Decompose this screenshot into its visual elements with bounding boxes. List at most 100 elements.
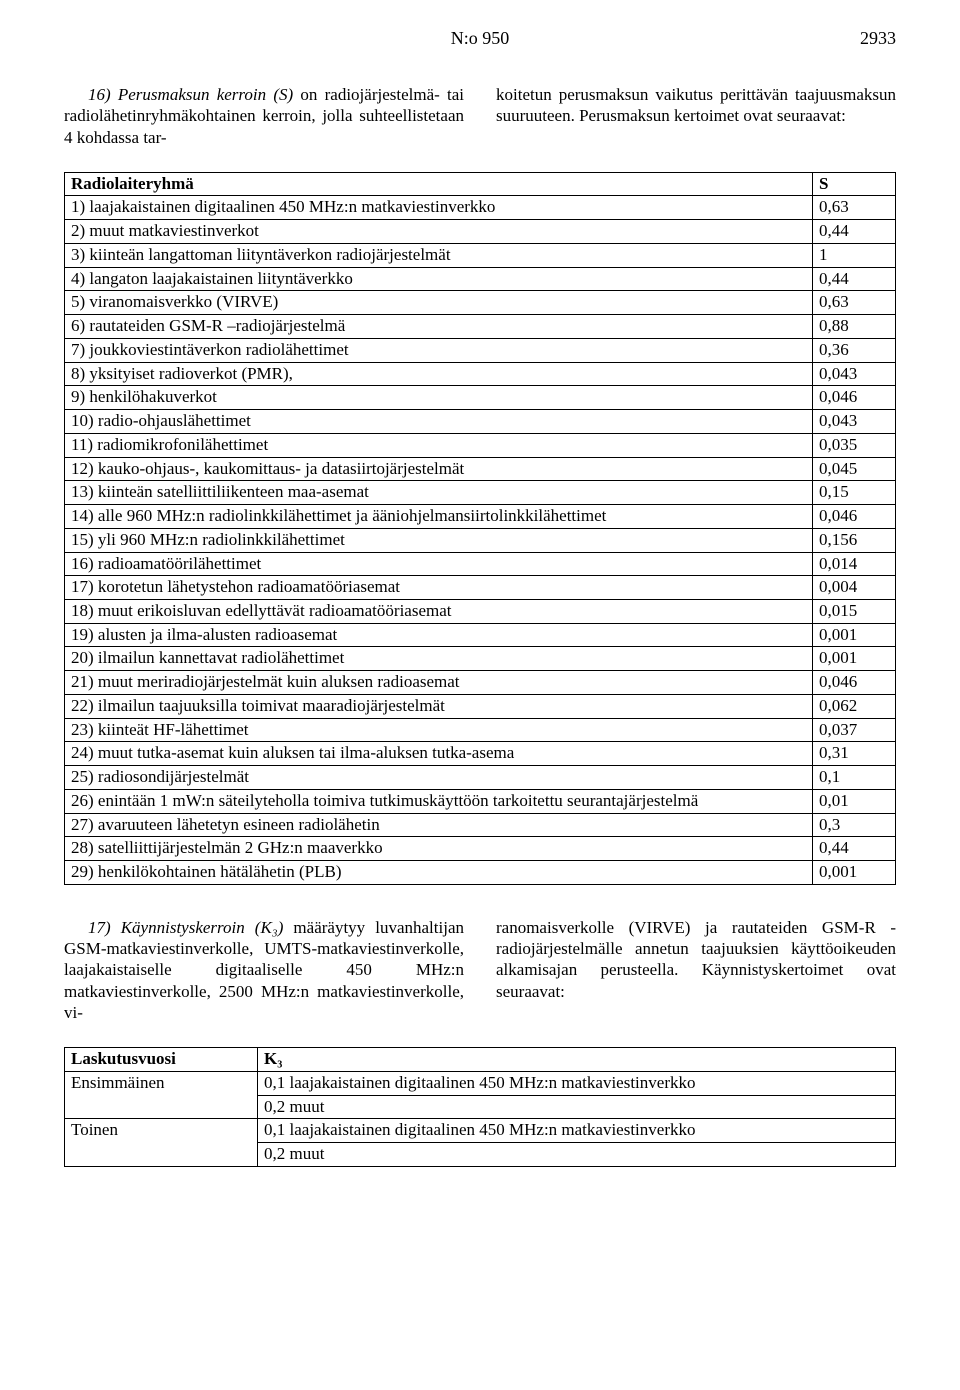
row-value: 0,062 (813, 694, 896, 718)
row-value: 0,046 (813, 671, 896, 695)
table-row: 14) alle 960 MHz:n radiolinkkilähettimet… (65, 505, 896, 529)
table-row: 9) henkilöhakuverkot0,046 (65, 386, 896, 410)
document-page: N:o 950 2933 16) Perusmaksun kerroin (S)… (0, 0, 960, 1390)
row-value: 0,035 (813, 433, 896, 457)
row-label: 6) rautateiden GSM-R –radiojärjestelmä (65, 315, 813, 339)
row-label: 15) yli 960 MHz:n radiolinkkilähettimet (65, 528, 813, 552)
table-header-left: Laskutusvuosi (65, 1048, 258, 1072)
table-row: 11) radiomikrofonilähettimet0,035 (65, 433, 896, 457)
mid-left: 17) Käynnistyskerroin (K₃) määräytyy luv… (64, 917, 464, 1023)
row-label: 14) alle 960 MHz:n radiolinkkilähettimet… (65, 505, 813, 529)
table-row: 22) ilmailun taajuuksilla toimivat maara… (65, 694, 896, 718)
row-label: 8) yksityiset radioverkot (PMR), (65, 362, 813, 386)
row-label: 25) radiosondijärjestelmät (65, 766, 813, 790)
table-row: 28) satelliittijärjestelmän 2 GHz:n maav… (65, 837, 896, 861)
row-right-line: 0,2 muut (258, 1142, 896, 1166)
row-left: Ensimmäinen (65, 1071, 258, 1118)
row-label: 4) langaton laajakaistainen liityntäverk… (65, 267, 813, 291)
table-row: Toinen0,1 laajakaistainen digitaalinen 4… (65, 1119, 896, 1143)
row-right-line: 0,2 muut (258, 1095, 896, 1119)
mid-columns: 17) Käynnistyskerroin (K₃) määräytyy luv… (64, 917, 896, 1023)
table-row: 7) joukkoviestintäverkon radiolähettimet… (65, 338, 896, 362)
row-value: 0,001 (813, 861, 896, 885)
table-row: 17) korotetun lähetystehon radioamatööri… (65, 576, 896, 600)
row-value: 0,15 (813, 481, 896, 505)
row-value: 0,63 (813, 291, 896, 315)
row-right-line: 0,1 laajakaistainen digitaalinen 450 MHz… (258, 1119, 896, 1143)
row-value: 0,014 (813, 552, 896, 576)
row-value: 0,037 (813, 718, 896, 742)
row-value: 0,004 (813, 576, 896, 600)
row-label: 12) kauko-ohjaus-, kaukomittaus- ja data… (65, 457, 813, 481)
mid-lead-italic: 17) Käynnistyskerroin (K₃) (88, 918, 283, 937)
row-label: 9) henkilöhakuverkot (65, 386, 813, 410)
row-value: 0,36 (813, 338, 896, 362)
row-label: 23) kiinteät HF-lähettimet (65, 718, 813, 742)
table-row: 13) kiinteän satelliittiliikenteen maa-a… (65, 481, 896, 505)
row-value: 0,001 (813, 623, 896, 647)
table-row: 4) langaton laajakaistainen liityntäverk… (65, 267, 896, 291)
document-number: N:o 950 (451, 28, 510, 49)
row-value: 0,156 (813, 528, 896, 552)
table-row: 29) henkilökohtainen hätälähetin (PLB)0,… (65, 861, 896, 885)
intro-columns: 16) Perusmaksun kerroin (S) on radiojärj… (64, 84, 896, 148)
row-label: 27) avaruuteen lähetetyn esineen radiolä… (65, 813, 813, 837)
row-label: 22) ilmailun taajuuksilla toimivat maara… (65, 694, 813, 718)
row-label: 1) laajakaistainen digitaalinen 450 MHz:… (65, 196, 813, 220)
row-label: 3) kiinteän langattoman liityntäverkon r… (65, 243, 813, 267)
row-label: 13) kiinteän satelliittiliikenteen maa-a… (65, 481, 813, 505)
table-row: 20) ilmailun kannettavat radiolähettimet… (65, 647, 896, 671)
row-label: 21) muut meriradiojärjestelmät kuin aluk… (65, 671, 813, 695)
row-value: 0,88 (813, 315, 896, 339)
row-value: 0,043 (813, 362, 896, 386)
table-row: 12) kauko-ohjaus-, kaukomittaus- ja data… (65, 457, 896, 481)
row-value: 0,31 (813, 742, 896, 766)
table-row: 26) enintään 1 mW:n säteilyteholla toimi… (65, 789, 896, 813)
page-number: 2933 (860, 28, 896, 49)
table-row: 27) avaruuteen lähetetyn esineen radiolä… (65, 813, 896, 837)
row-value: 0,045 (813, 457, 896, 481)
table-row: 19) alusten ja ilma-alusten radioasemat0… (65, 623, 896, 647)
table-row: 23) kiinteät HF-lähettimet0,037 (65, 718, 896, 742)
row-left: Toinen (65, 1119, 258, 1166)
row-value: 0,3 (813, 813, 896, 837)
row-value: 1 (813, 243, 896, 267)
row-label: 17) korotetun lähetystehon radioamatööri… (65, 576, 813, 600)
row-value: 0,44 (813, 267, 896, 291)
row-value: 0,01 (813, 789, 896, 813)
row-label: 24) muut tutka-asemat kuin aluksen tai i… (65, 742, 813, 766)
table-row: 16) radioamatöörilähettimet0,014 (65, 552, 896, 576)
row-label: 2) muut matkaviestinverkot (65, 220, 813, 244)
startup-coeff-table: LaskutusvuosiK₃Ensimmäinen0,1 laajakaist… (64, 1047, 896, 1167)
row-label: 7) joukkoviestintäverkon radiolähettimet (65, 338, 813, 362)
table-row: 5) viranomaisverkko (VIRVE)0,63 (65, 291, 896, 315)
row-value: 0,046 (813, 386, 896, 410)
coefficients-table: RadiolaiteryhmäS1) laajakaistainen digit… (64, 172, 896, 885)
row-label: 19) alusten ja ilma-alusten radioasemat (65, 623, 813, 647)
row-value: 0,001 (813, 647, 896, 671)
table-header-right: K₃ (258, 1048, 896, 1072)
row-value: 0,043 (813, 410, 896, 434)
row-label: 28) satelliittijärjestelmän 2 GHz:n maav… (65, 837, 813, 861)
row-label: 20) ilmailun kannettavat radiolähettimet (65, 647, 813, 671)
row-label: 18) muut erikoisluvan edellyttävät radio… (65, 599, 813, 623)
table-row: 21) muut meriradiojärjestelmät kuin aluk… (65, 671, 896, 695)
table-row: 8) yksityiset radioverkot (PMR),0,043 (65, 362, 896, 386)
row-label: 10) radio-ohjauslähettimet (65, 410, 813, 434)
row-label: 29) henkilökohtainen hätälähetin (PLB) (65, 861, 813, 885)
row-label: 11) radiomikrofonilähettimet (65, 433, 813, 457)
table-row: 2) muut matkaviestinverkot0,44 (65, 220, 896, 244)
table-row: 18) muut erikoisluvan edellyttävät radio… (65, 599, 896, 623)
intro-lead-italic: 16) Perusmaksun kerroin (S) (88, 85, 293, 104)
table-header-symbol: S (813, 172, 896, 196)
table-row: 6) rautateiden GSM-R –radiojärjestelmä0,… (65, 315, 896, 339)
row-right-line: 0,1 laajakaistainen digitaalinen 450 MHz… (258, 1071, 896, 1095)
table-row: 1) laajakaistainen digitaalinen 450 MHz:… (65, 196, 896, 220)
row-value: 0,44 (813, 220, 896, 244)
table-header-row: RadiolaiteryhmäS (65, 172, 896, 196)
mid-right: ranomaisverkolle (VIRVE) ja rautateiden … (496, 917, 896, 1023)
table-row: 25) radiosondijärjestelmät0,1 (65, 766, 896, 790)
row-label: 16) radioamatöörilähettimet (65, 552, 813, 576)
table-header-label: Radiolaiteryhmä (65, 172, 813, 196)
table-row: 10) radio-ohjauslähettimet0,043 (65, 410, 896, 434)
